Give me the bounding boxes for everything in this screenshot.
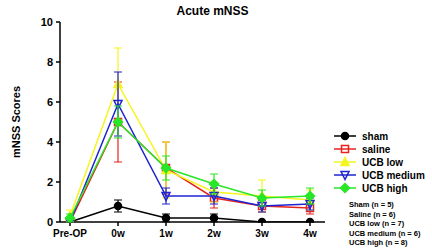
y-tick-label: 10 xyxy=(41,16,53,28)
error-cap xyxy=(114,47,122,48)
marker xyxy=(210,180,219,189)
y-tick-label: 6 xyxy=(47,96,53,108)
x-tick xyxy=(69,222,71,226)
plot-area xyxy=(66,48,315,223)
annotation: UCB medium (n = 6) xyxy=(349,229,421,238)
legend-marker xyxy=(341,172,349,180)
legend-label: UCB high xyxy=(362,183,408,194)
y-tick-label: 8 xyxy=(47,56,53,68)
x-tick-label: 2w xyxy=(207,228,221,239)
error-cap xyxy=(306,203,314,204)
legend-label: saline xyxy=(362,144,391,155)
marker xyxy=(66,214,75,223)
marker xyxy=(258,194,267,203)
error-bar xyxy=(66,214,74,222)
x-tick xyxy=(261,222,263,226)
error-cap xyxy=(162,203,170,204)
error-cap xyxy=(210,173,218,174)
marker xyxy=(307,219,314,223)
x-tick-label: 1w xyxy=(159,228,173,239)
marker xyxy=(306,192,315,201)
series-line xyxy=(70,122,310,222)
y-tick-label: 2 xyxy=(47,176,53,188)
x-tick xyxy=(309,222,311,226)
error-cap xyxy=(306,187,314,188)
error-bar xyxy=(210,174,218,194)
error-cap xyxy=(114,71,122,72)
marker xyxy=(114,118,123,127)
y-axis xyxy=(59,22,61,222)
marker xyxy=(211,215,218,222)
y-axis-label: mNSS Scores xyxy=(10,86,22,158)
legend-marker xyxy=(341,158,349,166)
error-cap xyxy=(162,141,170,142)
error-bar xyxy=(258,180,266,212)
legend-marker xyxy=(342,146,349,153)
error-cap xyxy=(162,179,170,180)
error-bar xyxy=(114,200,122,212)
error-bar xyxy=(114,106,122,138)
x-tick-label: 3w xyxy=(255,228,269,239)
annotation: UCB low (n = 7) xyxy=(349,219,405,228)
legend-label: UCB medium xyxy=(362,170,425,181)
chart: Acute mNSS mNSS Scores 0 2 4 6 8 10 Pre-OP 0w 1w 2w… xyxy=(0,0,432,251)
annotation: Saline (n = 6) xyxy=(349,210,396,219)
series-line xyxy=(70,206,310,222)
y-tick xyxy=(56,101,60,103)
legend-marker xyxy=(342,133,349,140)
error-cap xyxy=(258,179,266,180)
y-tick-label: 4 xyxy=(47,136,54,148)
error-cap xyxy=(210,203,218,204)
marker xyxy=(115,119,122,126)
marker xyxy=(163,165,170,172)
marker xyxy=(210,193,218,201)
x-tick-label: 0w xyxy=(111,228,125,239)
error-bar xyxy=(210,214,218,222)
error-cap xyxy=(114,137,122,138)
error-bar xyxy=(306,190,314,210)
x-tick-label: 4w xyxy=(303,228,317,239)
legend-line xyxy=(334,148,356,150)
legend-label: sham xyxy=(362,131,388,142)
x-tick xyxy=(165,222,167,226)
title: Acute mNSS xyxy=(176,4,248,18)
error-cap xyxy=(114,161,122,162)
error-bar xyxy=(258,190,266,206)
legend-marker xyxy=(341,184,350,193)
annotation: UCB high (n = 8) xyxy=(349,238,408,247)
error-cap xyxy=(258,189,266,190)
marker xyxy=(259,219,266,223)
error-cap xyxy=(162,187,170,188)
legend-label: UCB low xyxy=(362,157,403,168)
error-cap xyxy=(258,205,266,206)
error-cap xyxy=(162,141,170,142)
x-tick xyxy=(117,222,119,226)
error-cap xyxy=(210,207,218,208)
x-tick xyxy=(213,222,215,226)
error-cap xyxy=(114,105,122,106)
annotation: Sham (n = 5) xyxy=(349,200,394,209)
x-tick-label: Pre-OP xyxy=(53,228,87,239)
error-bar xyxy=(162,156,170,180)
legend-line xyxy=(334,174,356,176)
y-tick xyxy=(56,21,60,23)
marker xyxy=(162,164,171,173)
error-cap xyxy=(114,199,122,200)
marker xyxy=(163,215,170,222)
y-tick xyxy=(56,141,60,143)
y-tick xyxy=(56,61,60,63)
error-cap xyxy=(114,211,122,212)
error-bar xyxy=(306,188,314,204)
series-line xyxy=(70,122,310,218)
error-cap xyxy=(162,155,170,156)
marker xyxy=(115,203,122,210)
y-tick xyxy=(56,221,60,223)
error-cap xyxy=(210,193,218,194)
y-tick xyxy=(56,181,60,183)
marker xyxy=(162,193,170,201)
error-bar xyxy=(162,214,170,222)
y-tick-label: 0 xyxy=(47,216,53,228)
error-cap xyxy=(306,213,314,214)
series-line xyxy=(70,104,310,222)
